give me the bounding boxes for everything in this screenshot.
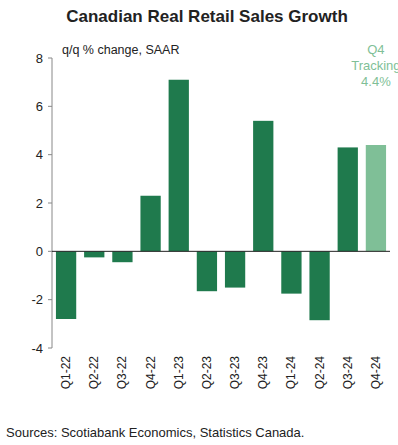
bar bbox=[169, 80, 189, 252]
x-tick-label: Q3-22 bbox=[115, 356, 129, 390]
y-tick bbox=[48, 299, 52, 300]
bar bbox=[338, 147, 358, 251]
y-tick bbox=[48, 348, 52, 349]
y-tick bbox=[48, 251, 52, 252]
y-tick bbox=[48, 106, 52, 107]
bar bbox=[140, 196, 160, 252]
bar bbox=[225, 251, 245, 287]
bar bbox=[309, 251, 329, 320]
chart: Canadian Real Retail Sales Growth -4 -2 0 2 4… bbox=[0, 0, 398, 445]
annotation: Tracking bbox=[351, 58, 398, 73]
bar bbox=[281, 251, 301, 293]
y-tick bbox=[48, 58, 52, 59]
annotation: Q4 bbox=[367, 42, 384, 57]
bar bbox=[253, 121, 273, 252]
source: Sources: Scotiabank Economics, Statistic… bbox=[6, 425, 304, 440]
x-tick-label: Q2-24 bbox=[313, 356, 327, 390]
x-tick-label: Q4-23 bbox=[256, 356, 270, 390]
x-tick-label: Q2-23 bbox=[200, 356, 214, 390]
bar bbox=[56, 251, 76, 319]
y-tick-label: 8 bbox=[36, 51, 43, 66]
title: Canadian Real Retail Sales Growth bbox=[66, 7, 348, 26]
y-tick bbox=[48, 154, 52, 155]
x-tick-label: Q1-23 bbox=[172, 356, 186, 390]
subtitle: q/q % change, SAAR bbox=[62, 43, 179, 57]
x-tick-label: Q1-24 bbox=[284, 356, 298, 390]
x-tick-label: Q2-22 bbox=[87, 356, 101, 390]
x-tick-label: Q3-23 bbox=[228, 356, 242, 390]
annotation: 4.4% bbox=[361, 74, 391, 89]
x-tick-label: Q1-22 bbox=[59, 356, 73, 390]
zero-line bbox=[52, 251, 390, 252]
bars bbox=[56, 80, 386, 320]
bar bbox=[197, 251, 217, 291]
y-tick-label: 2 bbox=[36, 196, 43, 211]
bar bbox=[366, 145, 386, 251]
x-tick-label: Q3-24 bbox=[341, 356, 355, 390]
y-tick-label: -4 bbox=[31, 341, 43, 356]
bar bbox=[112, 251, 132, 262]
y-tick-label: 6 bbox=[36, 99, 43, 114]
y-tick-label: -2 bbox=[31, 292, 43, 307]
y-tick-label: 0 bbox=[36, 244, 43, 259]
x-tick-label: Q4-22 bbox=[144, 356, 158, 390]
bar bbox=[84, 251, 104, 257]
y-tick bbox=[48, 203, 52, 204]
x-tick-label: Q4-24 bbox=[369, 356, 383, 390]
y-tick-label: 4 bbox=[36, 147, 43, 162]
